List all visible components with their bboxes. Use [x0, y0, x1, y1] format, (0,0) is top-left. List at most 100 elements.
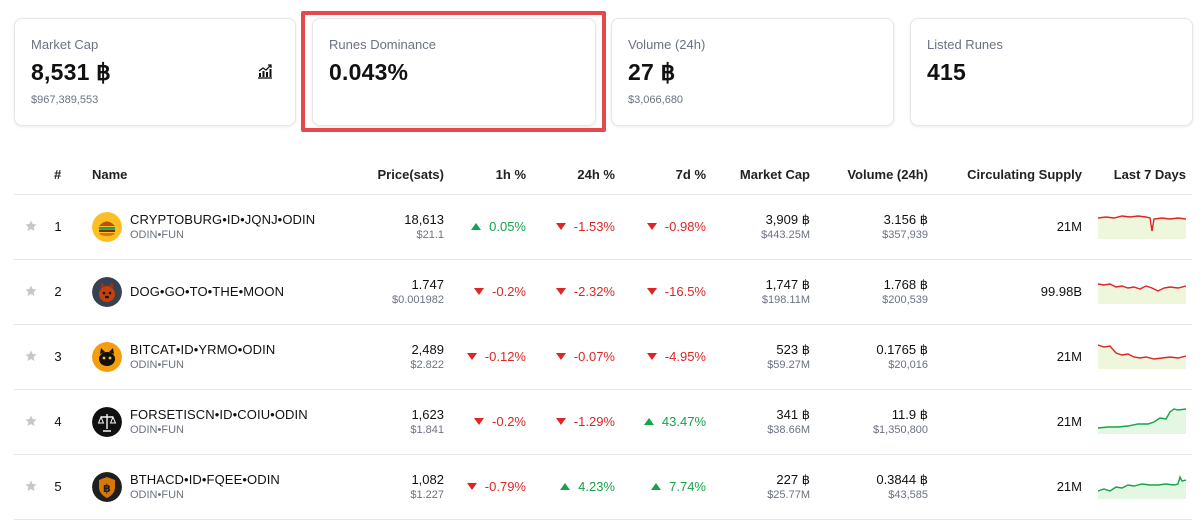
price-cell: 1,623 $1.841: [314, 390, 444, 454]
change-7d-value: 7.74%: [669, 479, 706, 494]
market-cap-usd: $59.27M: [767, 358, 810, 371]
price-usd: $1.841: [410, 423, 444, 436]
coin-name-cell[interactable]: CRYPTOBURG•ID•JQNJ•ODIN ODIN•FUN: [130, 212, 315, 276]
col-header-price[interactable]: Price(sats): [377, 167, 444, 182]
price-sats: 1,623: [411, 406, 444, 422]
market-cap-cell: 3,909 ฿ $443.25M: [710, 195, 810, 259]
change-arrow-icon: [474, 288, 485, 296]
volume-usd: $1,350,800: [872, 423, 928, 436]
coin-name-cell[interactable]: BTHACD•ID•FQEE•ODIN ODIN•FUN: [130, 472, 280, 521]
col-header-7d[interactable]: 7d %: [675, 167, 706, 182]
market-cap-cell: 227 ฿ $25.77M: [710, 455, 810, 519]
market-cap-btc: 523 ฿: [776, 341, 810, 357]
change-1h: -0.2%: [454, 390, 526, 454]
change-arrow-icon: [471, 223, 482, 231]
change-24h-value: -1.29%: [573, 414, 615, 429]
circulating-supply: 21M: [1056, 349, 1082, 364]
change-24h: -2.32%: [535, 260, 615, 324]
price-sats: 18,613: [404, 211, 444, 227]
coin-name-cell[interactable]: FORSETISCN•ID•COIU•ODIN ODIN•FUN: [130, 407, 308, 471]
coin-name[interactable]: DOG•GO•TO•THE•MOON: [130, 284, 285, 299]
volume-value: 27 ฿: [628, 59, 676, 85]
change-arrow-icon: [651, 483, 662, 491]
price-usd: $2.822: [410, 358, 444, 371]
table-row[interactable]: 2 DOG•GO•TO•THE•MOON 1.747 $0.001982 -0.…: [14, 260, 1192, 325]
change-1h-value: -0.2%: [492, 284, 526, 299]
volume-usd: $43,585: [888, 488, 928, 501]
price-cell: 18,613 $21.1: [314, 195, 444, 259]
change-24h: -0.07%: [535, 325, 615, 389]
coin-name[interactable]: CRYPTOBURG•ID•JQNJ•ODIN: [130, 212, 316, 227]
volume-cell: 3.156 ฿ $357,939: [814, 195, 928, 259]
star-icon[interactable]: [24, 479, 38, 493]
market-cap-cell: 341 ฿ $38.66M: [710, 390, 810, 454]
change-1h-value: -0.2%: [492, 414, 526, 429]
cat-icon: [92, 342, 122, 372]
circulating-supply: 99.98B: [1040, 284, 1082, 299]
change-arrow-icon: [560, 483, 571, 491]
col-header-supply[interactable]: Circulating Supply: [967, 167, 1082, 182]
price-usd: $1.227: [410, 488, 444, 501]
market-cap-cell: 1,747 ฿ $198.11M: [710, 260, 810, 324]
burger-icon: [92, 212, 122, 242]
rank: 2: [54, 284, 62, 299]
coin-name[interactable]: BTHACD•ID•FQEE•ODIN: [130, 472, 280, 487]
volume-cell: 11.9 ฿ $1,350,800: [814, 390, 928, 454]
price-usd: $21.1: [416, 228, 444, 241]
change-1h: -0.79%: [454, 455, 526, 519]
volume-cell: 0.3844 ฿ $43,585: [814, 455, 928, 519]
change-24h: -1.29%: [535, 390, 615, 454]
circulating-supply: 21M: [1056, 414, 1082, 429]
col-header-1h[interactable]: 1h %: [495, 167, 526, 182]
change-arrow-icon: [643, 418, 654, 426]
table-row[interactable]: 4 FORSETISCN•ID•COIU•ODIN ODIN•FUN 1,623…: [14, 390, 1192, 455]
change-7d-value: -16.5%: [664, 284, 706, 299]
bitcoin-shield-icon: ฿: [92, 472, 122, 502]
table-row[interactable]: 5 ฿ BTHACD•ID•FQEE•ODIN ODIN•FUN 1,082 $…: [14, 455, 1192, 520]
volume-cell: 0.1765 ฿ $20,016: [814, 325, 928, 389]
col-header-name[interactable]: Name: [92, 167, 128, 182]
col-header-market-cap[interactable]: Market Cap: [739, 167, 810, 182]
rank: 3: [54, 349, 62, 364]
change-7d: -0.98%: [626, 195, 706, 259]
change-1h: -0.12%: [454, 325, 526, 389]
star-icon[interactable]: [24, 349, 38, 363]
change-24h: -1.53%: [535, 195, 615, 259]
coin-name-cell[interactable]: BITCAT•ID•YRMO•ODIN ODIN•FUN: [130, 342, 275, 406]
market-cap-btc: 341 ฿: [776, 406, 810, 422]
market-cap-usd: $967,389,553: [31, 94, 99, 106]
circulating-supply: 21M: [1056, 219, 1082, 234]
coin-name[interactable]: FORSETISCN•ID•COIU•ODIN: [130, 407, 308, 422]
price-sats: 1.747: [411, 276, 444, 292]
change-1h: -0.2%: [454, 260, 526, 324]
change-1h-value: 0.05%: [489, 219, 526, 234]
volume-usd: $3,066,680: [628, 94, 684, 106]
table-row[interactable]: 1 CRYPTOBURG•ID•JQNJ•ODIN ODIN•FUN 18,61…: [14, 195, 1192, 260]
star-icon[interactable]: [24, 219, 38, 233]
sparkline-chart: [1098, 344, 1186, 369]
listed-runes-value: 415: [927, 59, 966, 85]
volume-card: Volume (24h) 27 ฿ $3,066,680: [611, 18, 894, 126]
change-arrow-icon: [646, 288, 657, 296]
runes-dominance-value: 0.043%: [329, 59, 409, 85]
table-row[interactable]: 3 BITCAT•ID•YRMO•ODIN ODIN•FUN 2,489 $2.…: [14, 325, 1192, 390]
change-7d-value: -4.95%: [664, 349, 706, 364]
market-cap-usd: $443.25M: [761, 228, 810, 241]
change-7d: 7.74%: [626, 455, 706, 519]
price-cell: 1,082 $1.227: [314, 455, 444, 519]
col-header-volume[interactable]: Volume (24h): [847, 167, 928, 182]
chart-icon[interactable]: [257, 63, 273, 79]
star-icon[interactable]: [24, 414, 38, 428]
rank: 1: [54, 219, 62, 234]
market-cap-usd: $25.77M: [767, 488, 810, 501]
coin-platform: ODIN•FUN: [130, 229, 184, 241]
price-cell: 2,489 $2.822: [314, 325, 444, 389]
sparkline-chart: [1098, 215, 1186, 239]
change-arrow-icon: [555, 223, 566, 231]
coin-name-cell[interactable]: DOG•GO•TO•THE•MOON: [130, 284, 284, 348]
coin-name[interactable]: BITCAT•ID•YRMO•ODIN: [130, 342, 276, 357]
volume-btc: 1.768 ฿: [883, 276, 928, 292]
runes-dominance-card: Runes Dominance 0.043%: [312, 18, 596, 126]
col-header-24h[interactable]: 24h %: [577, 167, 615, 182]
star-icon[interactable]: [24, 284, 38, 298]
